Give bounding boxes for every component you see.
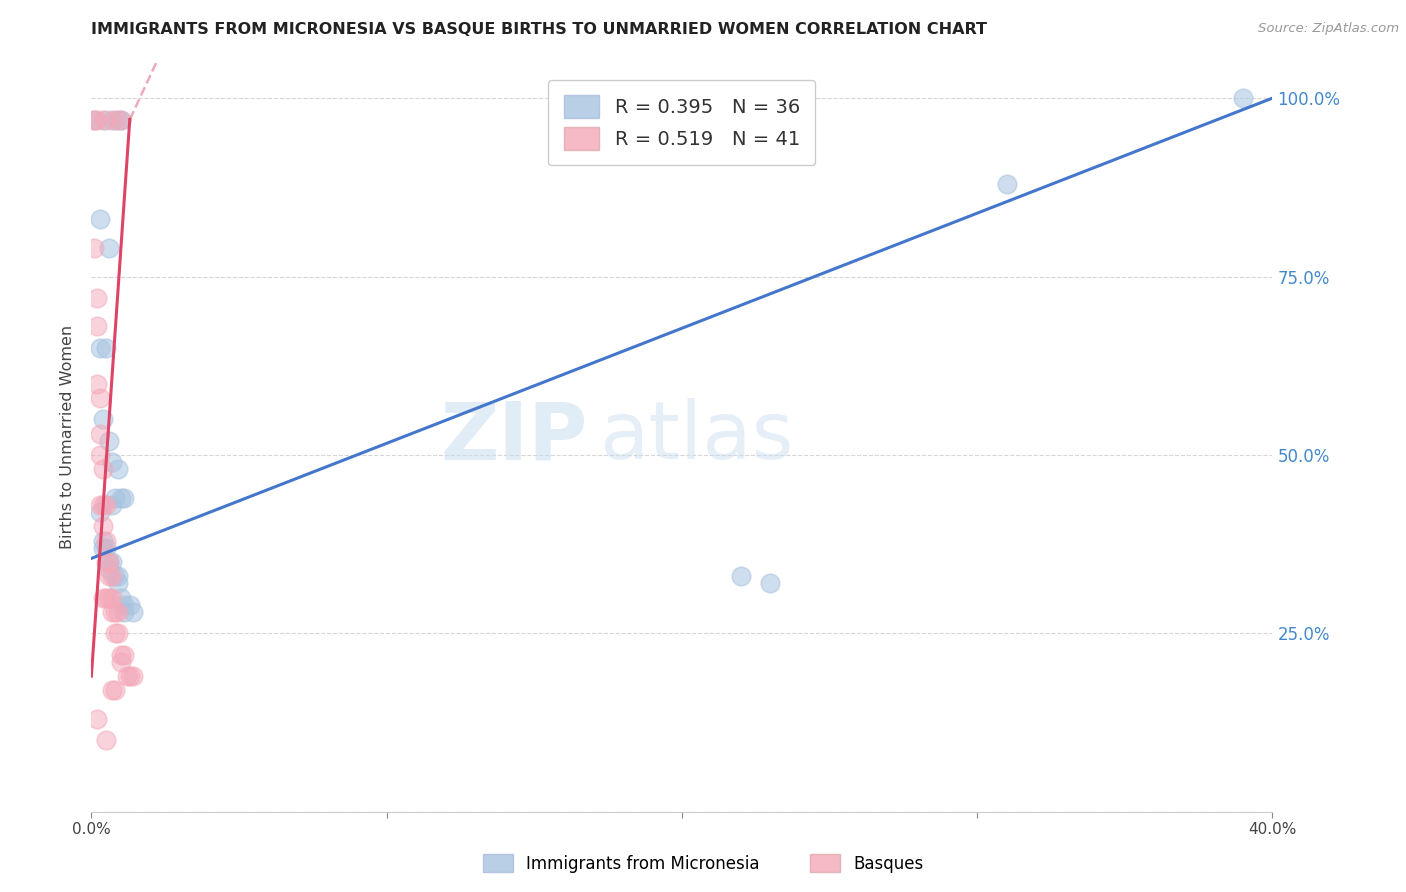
Point xyxy=(107,605,129,619)
Point xyxy=(101,683,124,698)
Point xyxy=(107,576,129,591)
Point xyxy=(96,733,118,747)
Point xyxy=(104,605,127,619)
Point xyxy=(101,591,124,605)
Point xyxy=(110,112,132,127)
Point xyxy=(107,626,129,640)
Point xyxy=(110,112,132,127)
Point xyxy=(91,533,114,548)
Point xyxy=(759,576,782,591)
Text: atlas: atlas xyxy=(599,398,793,476)
Point xyxy=(98,555,121,569)
Point xyxy=(112,491,135,505)
Point xyxy=(96,541,118,555)
Point xyxy=(104,569,127,583)
Point xyxy=(730,569,752,583)
Point xyxy=(89,448,111,462)
Text: ZIP: ZIP xyxy=(440,398,588,476)
Point xyxy=(110,655,132,669)
Point xyxy=(104,112,127,127)
Point xyxy=(96,555,118,569)
Point xyxy=(91,591,114,605)
Point xyxy=(107,462,129,476)
Point xyxy=(83,112,105,127)
Point xyxy=(86,712,108,726)
Point xyxy=(98,241,121,255)
Point xyxy=(110,591,132,605)
Point xyxy=(98,591,121,605)
Point xyxy=(89,505,111,519)
Legend: R = 0.395   N = 36, R = 0.519   N = 41: R = 0.395 N = 36, R = 0.519 N = 41 xyxy=(548,79,815,165)
Point xyxy=(995,177,1018,191)
Point xyxy=(83,241,105,255)
Point xyxy=(98,569,121,583)
Point xyxy=(115,669,138,683)
Y-axis label: Births to Unmarried Women: Births to Unmarried Women xyxy=(60,325,76,549)
Text: Source: ZipAtlas.com: Source: ZipAtlas.com xyxy=(1258,22,1399,36)
Point xyxy=(96,112,118,127)
Point xyxy=(86,291,108,305)
Point xyxy=(101,569,124,583)
Point xyxy=(104,626,127,640)
Point xyxy=(121,669,143,683)
Point xyxy=(96,341,118,355)
Point xyxy=(89,212,111,227)
Point xyxy=(98,555,121,569)
Point xyxy=(89,498,111,512)
Point xyxy=(96,498,118,512)
Point xyxy=(86,112,108,127)
Point xyxy=(121,605,143,619)
Text: IMMIGRANTS FROM MICRONESIA VS BASQUE BIRTHS TO UNMARRIED WOMEN CORRELATION CHART: IMMIGRANTS FROM MICRONESIA VS BASQUE BIR… xyxy=(91,22,987,37)
Point xyxy=(104,683,127,698)
Point xyxy=(112,598,135,612)
Legend: Immigrants from Micronesia, Basques: Immigrants from Micronesia, Basques xyxy=(477,847,929,880)
Point xyxy=(86,376,108,391)
Point xyxy=(107,569,129,583)
Point xyxy=(86,319,108,334)
Point xyxy=(118,598,141,612)
Point xyxy=(101,455,124,469)
Point xyxy=(110,491,132,505)
Point xyxy=(91,112,114,127)
Point xyxy=(112,605,135,619)
Point xyxy=(107,112,129,127)
Point xyxy=(89,391,111,405)
Point xyxy=(98,562,121,576)
Point xyxy=(101,112,124,127)
Point xyxy=(89,341,111,355)
Point xyxy=(104,491,127,505)
Point xyxy=(101,605,124,619)
Point xyxy=(1232,91,1254,105)
Point xyxy=(91,498,114,512)
Point xyxy=(89,426,111,441)
Point xyxy=(118,669,141,683)
Point xyxy=(98,434,121,448)
Point xyxy=(96,591,118,605)
Point xyxy=(91,412,114,426)
Point xyxy=(91,541,114,555)
Point xyxy=(96,533,118,548)
Point xyxy=(91,519,114,533)
Point xyxy=(112,648,135,662)
Point xyxy=(110,648,132,662)
Point xyxy=(91,462,114,476)
Point xyxy=(101,555,124,569)
Point xyxy=(83,112,105,127)
Point xyxy=(101,498,124,512)
